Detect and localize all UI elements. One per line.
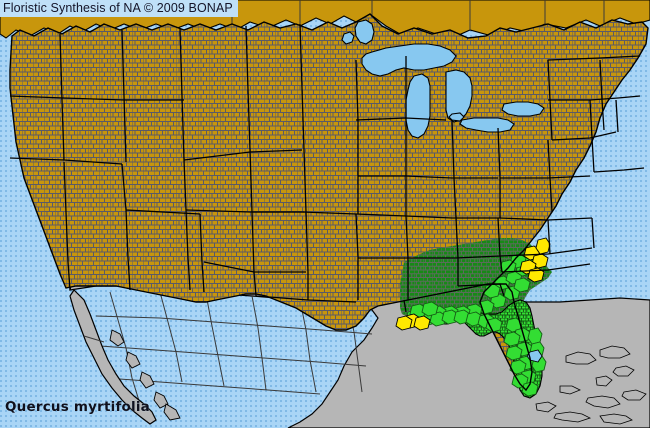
caribbean-islands xyxy=(535,345,647,425)
lake-erie xyxy=(459,117,515,133)
rare-county-sc-5 xyxy=(535,237,551,255)
lake-st-clair xyxy=(448,112,465,122)
rare-county-la-3 xyxy=(395,315,413,331)
species-name-label: Quercus myrtifolia xyxy=(5,399,150,415)
mexico-state-lines xyxy=(95,291,373,405)
lake-of-the-woods xyxy=(341,31,355,45)
lake-winnipeg-south xyxy=(354,19,375,45)
baja-fill xyxy=(69,289,157,425)
lake-michigan xyxy=(405,73,431,139)
baja-divider xyxy=(83,335,105,343)
gulf-of-california-islands xyxy=(109,329,181,421)
state-boundary-lines xyxy=(9,23,645,313)
baja-california xyxy=(69,289,157,425)
great-lakes xyxy=(341,19,545,139)
rare-county-la-2 xyxy=(413,315,431,331)
lake-ontario xyxy=(501,101,545,117)
us-coastline xyxy=(9,13,649,392)
lake-superior xyxy=(361,43,457,77)
rare-county-sc-4 xyxy=(527,267,545,283)
credit-band: Floristic Synthesis of NA © 2009 BONAP xyxy=(0,0,238,17)
credit-text: Floristic Synthesis of NA © 2009 BONAP xyxy=(3,1,233,16)
